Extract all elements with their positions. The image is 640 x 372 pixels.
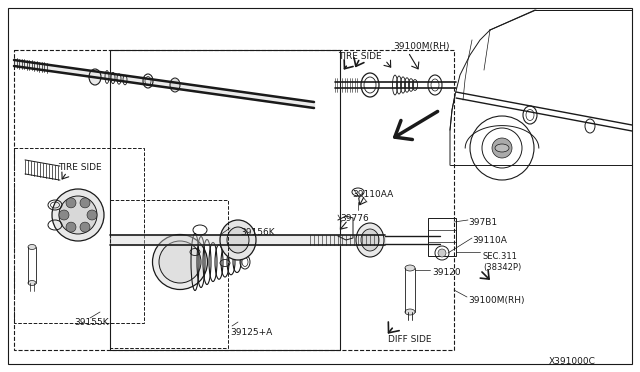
Bar	[14, 50, 454, 350]
Circle shape	[80, 198, 90, 208]
Ellipse shape	[356, 223, 384, 257]
Circle shape	[492, 138, 512, 158]
Circle shape	[80, 222, 90, 232]
Text: 39100M(RH): 39100M(RH)	[393, 42, 449, 51]
Ellipse shape	[405, 309, 415, 315]
Ellipse shape	[28, 244, 36, 250]
Text: DIFF SIDE: DIFF SIDE	[388, 335, 431, 344]
Text: 39110AA: 39110AA	[352, 190, 393, 199]
Ellipse shape	[227, 227, 249, 253]
Circle shape	[66, 222, 76, 232]
Text: (38342P): (38342P)	[483, 263, 521, 272]
Bar	[428, 218, 456, 256]
Ellipse shape	[159, 241, 201, 283]
Circle shape	[66, 198, 76, 208]
Ellipse shape	[52, 189, 104, 241]
Ellipse shape	[495, 144, 509, 152]
Bar	[110, 200, 228, 348]
Bar	[110, 50, 340, 350]
Text: 397B1: 397B1	[468, 218, 497, 227]
Circle shape	[87, 210, 97, 220]
Circle shape	[438, 249, 446, 257]
Text: 39110A: 39110A	[472, 236, 507, 245]
Text: 39156K: 39156K	[240, 228, 275, 237]
Text: X391000C: X391000C	[549, 357, 596, 366]
Ellipse shape	[28, 280, 36, 285]
Text: 39100M(RH): 39100M(RH)	[468, 296, 525, 305]
Ellipse shape	[89, 69, 101, 85]
Text: TIRE SIDE: TIRE SIDE	[338, 52, 381, 61]
Ellipse shape	[152, 234, 207, 289]
Text: TIRE SIDE: TIRE SIDE	[58, 163, 102, 172]
Text: 39125+A: 39125+A	[230, 328, 272, 337]
Ellipse shape	[220, 220, 256, 260]
Text: 39120: 39120	[432, 268, 461, 277]
Ellipse shape	[361, 229, 379, 251]
Circle shape	[59, 210, 69, 220]
Text: SEC.311: SEC.311	[483, 252, 518, 261]
Ellipse shape	[170, 78, 180, 92]
Text: 39155K: 39155K	[74, 318, 109, 327]
Text: 39776: 39776	[340, 214, 369, 223]
Ellipse shape	[59, 196, 97, 234]
Ellipse shape	[405, 265, 415, 271]
Bar	[14, 148, 144, 323]
